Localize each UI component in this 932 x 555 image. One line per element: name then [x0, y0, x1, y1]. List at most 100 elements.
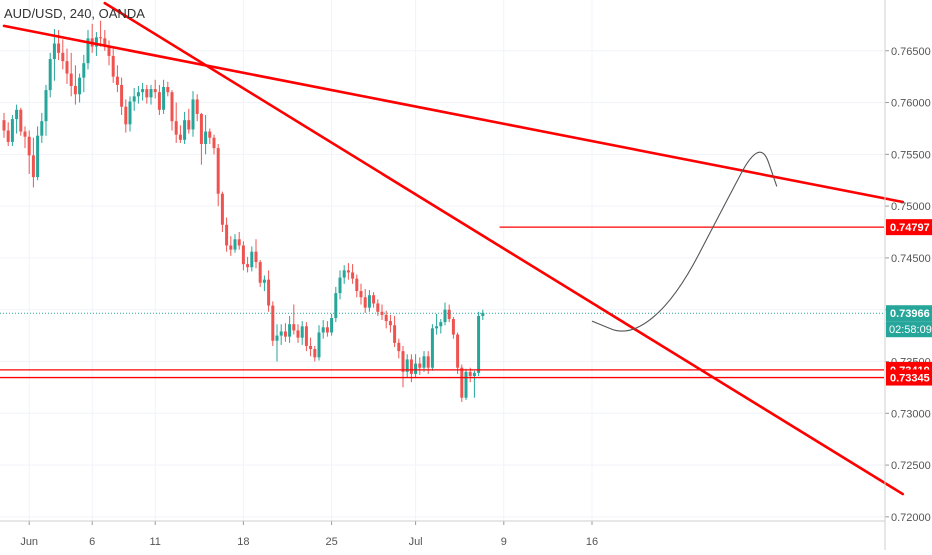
trend-line [2, 24, 905, 204]
candle [418, 357, 422, 375]
candle-body [443, 309, 447, 323]
candle [405, 354, 409, 378]
x-tick-label: 6 [89, 536, 95, 548]
candle-body [271, 305, 275, 341]
candle [292, 304, 296, 335]
horizontal-levels [0, 226, 884, 379]
candle [477, 311, 481, 376]
candle [99, 20, 103, 47]
price-tag-label: 0.73345 [890, 373, 930, 385]
candle [313, 345, 317, 362]
candle-body [351, 272, 355, 279]
candle [208, 128, 212, 144]
candle [283, 323, 287, 342]
candle [334, 286, 338, 323]
candle-body [330, 317, 334, 333]
candle-body [388, 321, 392, 326]
candle [296, 324, 300, 343]
candle [115, 65, 119, 93]
candle-body [99, 37, 103, 39]
candle [162, 79, 166, 114]
candle [325, 321, 329, 337]
candle [317, 325, 321, 361]
candle-body [464, 371, 468, 398]
candle [439, 319, 443, 334]
candle-body [52, 43, 56, 60]
candle [342, 265, 346, 284]
candle [73, 65, 77, 105]
candle [481, 309, 485, 321]
candle [82, 54, 86, 93]
candle-body [296, 330, 300, 338]
candle [241, 241, 245, 271]
candle-body [435, 326, 439, 329]
candle [15, 104, 19, 134]
candle [107, 40, 111, 66]
candle-body [393, 325, 397, 343]
x-tick-label: Jul [409, 536, 423, 548]
candle [447, 304, 451, 323]
candle-body [212, 137, 216, 149]
candle-body [342, 270, 346, 278]
candle [288, 315, 292, 343]
candle-body [103, 38, 107, 46]
trend-line [103, 1, 905, 496]
candle-body [170, 92, 174, 122]
candle-body [241, 245, 245, 265]
x-tick-label: Jun [20, 536, 38, 548]
candle-body [153, 89, 157, 93]
y-tick-label: 0.75000 [891, 201, 931, 213]
candle-body [220, 193, 224, 225]
x-axis: Jun 6 11 18 25 Jul 9 16 [0, 520, 885, 548]
candle-body [65, 61, 69, 74]
trend-lines [2, 1, 905, 496]
candle-body [372, 295, 376, 304]
candle [443, 302, 447, 326]
candle [136, 85, 140, 104]
candle [157, 84, 161, 115]
price-tag-label: 0.73966 [890, 308, 930, 320]
x-tick-label: 9 [501, 536, 507, 548]
candle-body [44, 90, 48, 122]
candle-body [288, 324, 292, 337]
x-tick-label: 16 [586, 536, 598, 548]
candle-body [279, 331, 283, 336]
candle-body [136, 92, 140, 97]
candle-body [409, 359, 413, 374]
candle-body [237, 239, 241, 246]
candle [330, 313, 334, 336]
y-tick-label: 0.73000 [891, 408, 931, 420]
candle [380, 304, 384, 321]
candle [23, 126, 27, 149]
candle-body [61, 52, 65, 62]
candle-body [246, 264, 250, 268]
candle-body [162, 87, 166, 110]
countdown-tag: 02:58:09 [886, 321, 932, 338]
candle [57, 30, 61, 61]
candle [195, 94, 199, 122]
candle-body [40, 121, 44, 136]
candle-body [309, 345, 313, 350]
candle [36, 126, 40, 181]
candle [451, 316, 455, 339]
candle [246, 256, 250, 273]
candle-body [208, 131, 212, 138]
candle [456, 332, 460, 374]
grid [0, 0, 884, 521]
candle [422, 351, 426, 372]
candle-body [359, 291, 363, 298]
candle-body [384, 314, 388, 322]
candle [393, 315, 397, 347]
candle [132, 88, 136, 111]
candle [229, 236, 233, 256]
candle [141, 82, 145, 101]
candle-body [86, 38, 90, 64]
candle-body [120, 84, 124, 107]
candle [44, 84, 48, 136]
y-tick-label: 0.76500 [891, 46, 931, 58]
candle-body [430, 328, 434, 368]
x-tick-label: 18 [237, 536, 249, 548]
candle-body [115, 76, 119, 85]
